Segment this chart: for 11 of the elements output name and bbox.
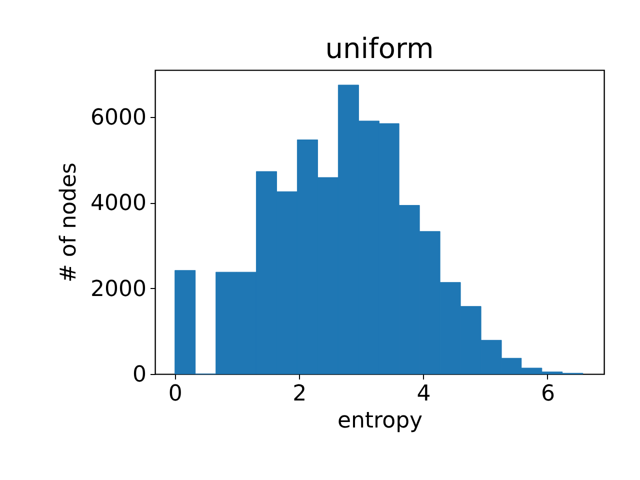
x-axis-title: entropy xyxy=(337,408,423,434)
y-tick-label: 2000 xyxy=(90,276,146,302)
y-tick-label: 0 xyxy=(132,362,146,388)
x-tick-label: 4 xyxy=(416,382,431,406)
y-axis-title: # of nodes xyxy=(56,162,82,282)
x-tick-label: 6 xyxy=(540,382,555,406)
y-tick-label: 4000 xyxy=(90,191,146,216)
x-tick-label: 0 xyxy=(168,382,182,406)
x-tick-label: 2 xyxy=(292,382,307,406)
y-tick-label: 6000 xyxy=(90,106,146,131)
chart-title: uniform xyxy=(325,32,434,65)
